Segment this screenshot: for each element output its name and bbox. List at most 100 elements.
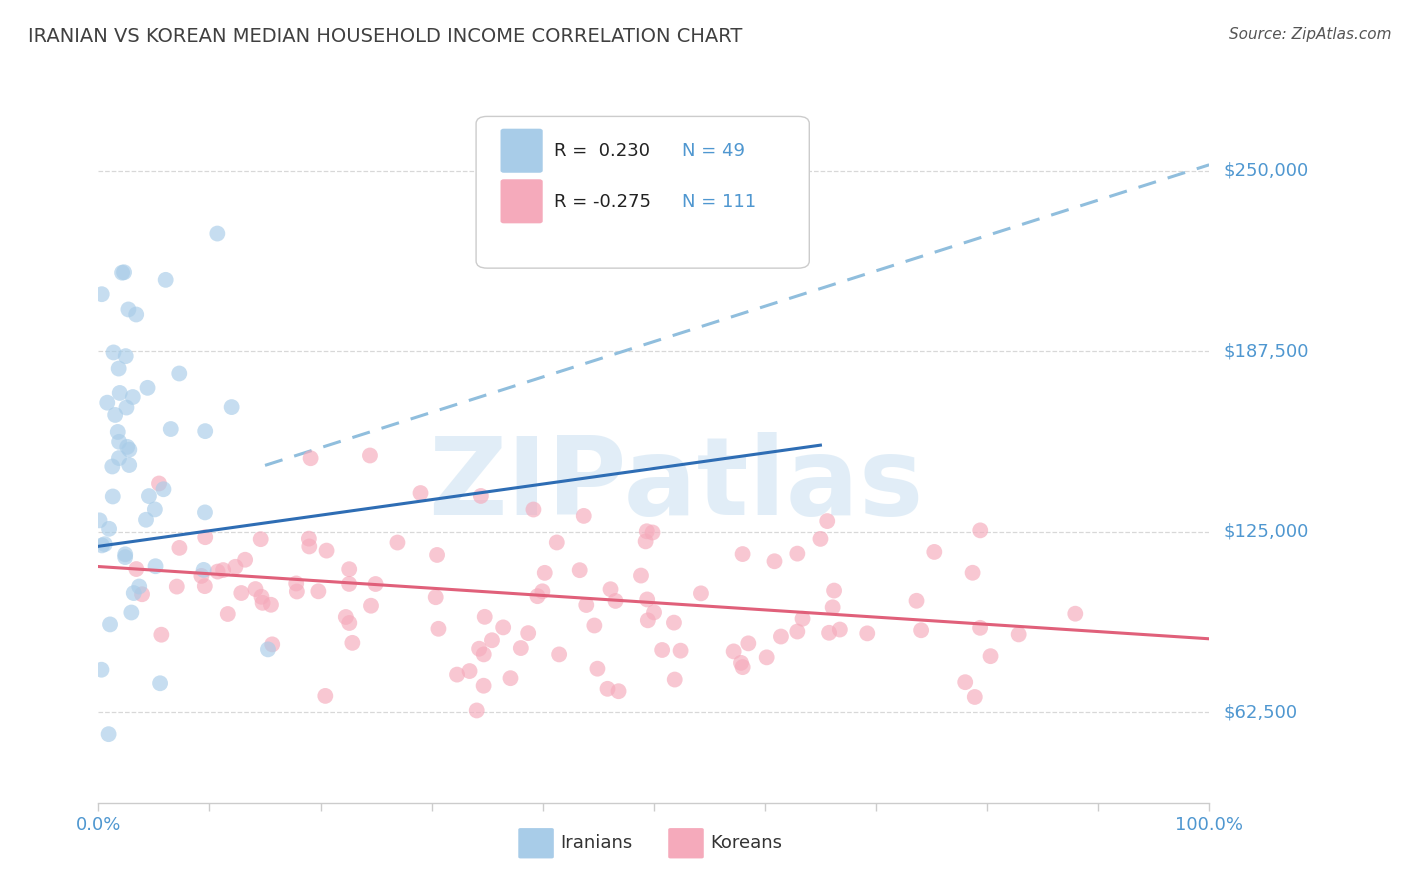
- Point: [252, 596, 274, 610]
- Point: [731, 660, 754, 674]
- Point: [194, 579, 217, 593]
- Text: Koreans: Koreans: [710, 834, 782, 852]
- Text: Source: ZipAtlas.com: Source: ZipAtlas.com: [1229, 27, 1392, 42]
- Point: [953, 675, 976, 690]
- Point: [572, 508, 595, 523]
- Point: [636, 524, 658, 539]
- FancyBboxPatch shape: [519, 828, 554, 858]
- Point: [499, 671, 522, 685]
- Point: [599, 582, 621, 597]
- Point: [481, 633, 503, 648]
- Point: [596, 681, 619, 696]
- FancyBboxPatch shape: [501, 179, 543, 223]
- Point: [1064, 607, 1087, 621]
- Text: R =  0.230: R = 0.230: [554, 142, 650, 160]
- Point: [409, 486, 432, 500]
- Point: [112, 265, 135, 279]
- Point: [472, 648, 495, 662]
- Point: [131, 587, 153, 601]
- Text: $250,000: $250,000: [1223, 161, 1309, 179]
- Point: [586, 662, 609, 676]
- Point: [755, 650, 778, 665]
- Point: [643, 606, 665, 620]
- Point: [821, 600, 844, 615]
- Point: [118, 458, 141, 472]
- Point: [509, 641, 531, 656]
- Text: ZIPatlas: ZIPatlas: [429, 432, 924, 538]
- FancyBboxPatch shape: [501, 128, 543, 173]
- Point: [207, 227, 229, 241]
- Point: [723, 644, 745, 658]
- Point: [117, 302, 139, 317]
- Text: N = 111: N = 111: [682, 193, 755, 211]
- Point: [548, 648, 571, 662]
- Point: [651, 643, 673, 657]
- Point: [730, 656, 752, 670]
- Text: IRANIAN VS KOREAN MEDIAN HOUSEHOLD INCOME CORRELATION CHART: IRANIAN VS KOREAN MEDIAN HOUSEHOLD INCOM…: [28, 27, 742, 45]
- Point: [465, 703, 488, 717]
- Point: [285, 584, 308, 599]
- Point: [101, 490, 124, 504]
- Point: [194, 505, 217, 519]
- Point: [117, 440, 139, 454]
- Point: [298, 532, 321, 546]
- Point: [337, 562, 360, 576]
- Point: [138, 489, 160, 503]
- Point: [425, 591, 447, 605]
- Point: [250, 590, 273, 604]
- Point: [387, 535, 409, 549]
- Point: [1008, 627, 1031, 641]
- FancyBboxPatch shape: [668, 828, 704, 858]
- Point: [285, 576, 308, 591]
- Point: [531, 584, 554, 599]
- Point: [149, 676, 172, 690]
- Point: [828, 623, 851, 637]
- Point: [910, 624, 932, 638]
- Point: [98, 522, 121, 536]
- Point: [94, 537, 117, 551]
- Point: [690, 586, 713, 600]
- Point: [111, 266, 134, 280]
- Point: [786, 547, 808, 561]
- Point: [120, 606, 142, 620]
- Point: [641, 525, 664, 540]
- Point: [731, 547, 754, 561]
- Point: [963, 690, 986, 704]
- Text: $125,000: $125,000: [1223, 523, 1309, 541]
- Point: [224, 559, 246, 574]
- Point: [114, 547, 136, 561]
- Point: [517, 626, 540, 640]
- Point: [769, 630, 792, 644]
- Point: [605, 594, 627, 608]
- Point: [792, 612, 814, 626]
- Point: [426, 548, 449, 562]
- Point: [262, 637, 284, 651]
- Point: [150, 628, 173, 642]
- Point: [91, 538, 114, 552]
- Point: [148, 476, 170, 491]
- Point: [166, 580, 188, 594]
- Point: [108, 451, 131, 466]
- Point: [169, 367, 191, 381]
- Point: [810, 532, 832, 546]
- Point: [669, 643, 692, 657]
- Point: [969, 524, 991, 538]
- Point: [737, 636, 759, 650]
- Point: [169, 541, 191, 555]
- Point: [905, 594, 928, 608]
- Point: [474, 610, 496, 624]
- Point: [568, 563, 591, 577]
- Point: [468, 641, 491, 656]
- Point: [427, 622, 450, 636]
- Point: [107, 425, 129, 439]
- Point: [472, 679, 495, 693]
- Point: [634, 534, 657, 549]
- Point: [152, 482, 174, 496]
- Point: [818, 625, 841, 640]
- Point: [856, 626, 879, 640]
- Text: R = -0.275: R = -0.275: [554, 193, 651, 211]
- Point: [299, 451, 322, 466]
- Point: [221, 400, 243, 414]
- Point: [90, 287, 112, 301]
- Point: [121, 390, 143, 404]
